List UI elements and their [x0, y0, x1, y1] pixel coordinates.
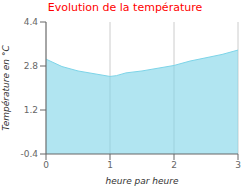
svg-text:2: 2	[171, 160, 177, 170]
svg-text:0: 0	[43, 160, 49, 170]
svg-text:2.8: 2.8	[24, 61, 39, 71]
svg-text:1: 1	[107, 160, 113, 170]
svg-text:1.2: 1.2	[24, 105, 38, 115]
svg-text:3: 3	[235, 160, 241, 170]
svg-text:heure par heure: heure par heure	[105, 176, 178, 186]
svg-text:Température en °C: Température en °C	[8, 45, 11, 131]
svg-text:-0.4: -0.4	[20, 149, 38, 159]
svg-text:4.4: 4.4	[24, 17, 39, 27]
html-text:Evolution de la température: Evolution de la température	[47, 1, 203, 14]
